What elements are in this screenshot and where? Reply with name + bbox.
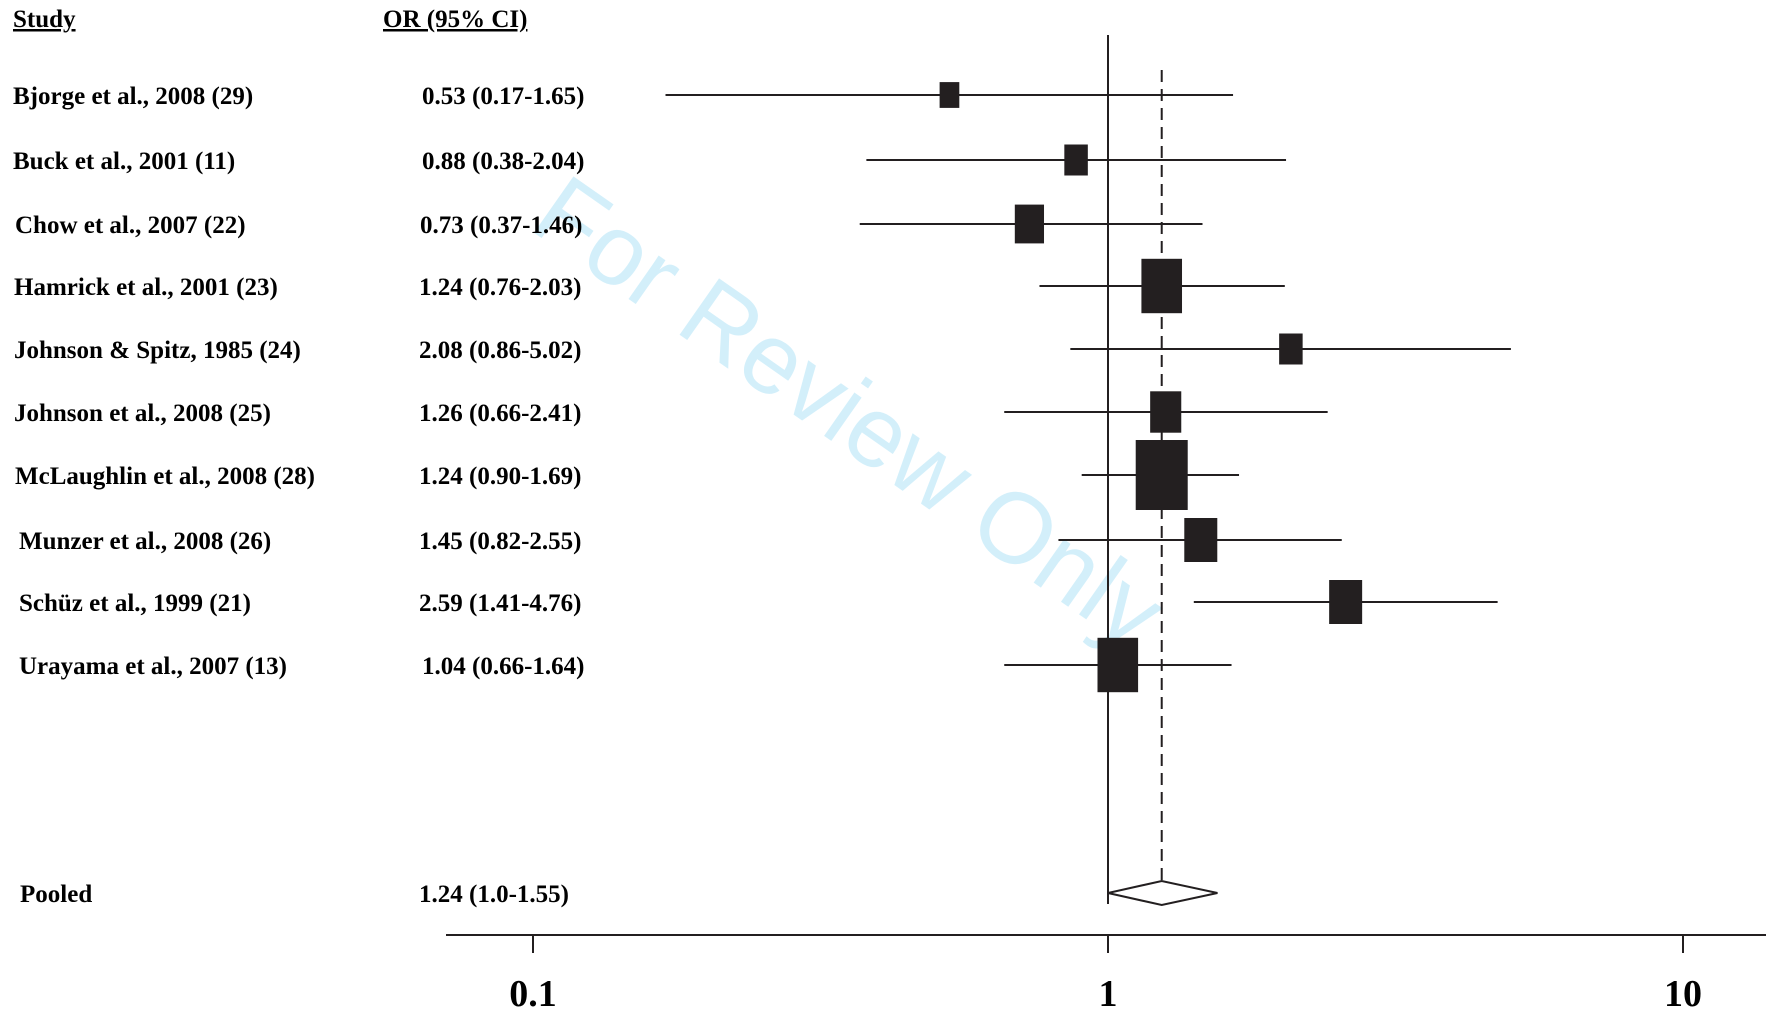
study-label: Johnson & Spitz, 1985 (24) [14,337,301,364]
study-label: Bjorge et al., 2008 (29) [13,83,253,110]
study-estimate-box [1064,144,1088,176]
or-ci-label: 1.24 (0.76-2.03) [419,274,581,301]
or-ci-label: 0.73 (0.37-1.46) [420,212,582,239]
or-ci-label: 1.04 (0.66-1.64) [422,653,584,680]
study-estimate-box [1141,258,1183,314]
x-tick-label: 10 [1664,973,1702,1011]
study-label: Hamrick et al., 2001 (23) [14,274,278,301]
pooled-or-ci-label: 1.24 (1.0-1.55) [419,881,569,908]
study-column-header: Study [13,6,76,33]
pooled-diamond [1107,879,1218,907]
study-label: Schüz et al., 1999 (21) [19,590,251,617]
study-estimate-box [1014,204,1045,244]
study-estimate-box [1150,391,1182,433]
study-estimate-box [1184,518,1218,562]
study-label: Chow et al., 2007 (22) [15,212,246,239]
study-label: Buck et al., 2001 (11) [13,148,235,175]
study-estimate-box [1279,333,1303,365]
study-estimate-box [1097,637,1139,693]
or-column-header: OR (95% CI) [383,6,527,33]
study-estimate-box [1329,580,1363,624]
study-estimate-box [1135,440,1188,510]
or-ci-label: 2.59 (1.41-4.76) [419,590,581,617]
study-label: Munzer et al., 2008 (26) [19,528,271,555]
or-ci-label: 0.53 (0.17-1.65) [422,83,584,110]
pooled-label: Pooled [20,881,92,908]
study-label: Johnson et al., 2008 (25) [14,400,271,427]
or-ci-label: 2.08 (0.86-5.02) [419,337,581,364]
or-ci-label: 1.24 (0.90-1.69) [419,463,581,490]
or-ci-label: 0.88 (0.38-2.04) [422,148,584,175]
or-ci-label: 1.26 (0.66-2.41) [419,400,581,427]
study-label: McLaughlin et al., 2008 (28) [15,463,315,490]
x-tick-label: 1 [1099,973,1118,1011]
or-ci-label: 1.45 (0.82-2.55) [419,528,581,555]
study-label: Urayama et al., 2007 (13) [19,653,287,680]
study-estimate-box [939,82,960,108]
x-tick-label: 0.1 [509,973,557,1011]
